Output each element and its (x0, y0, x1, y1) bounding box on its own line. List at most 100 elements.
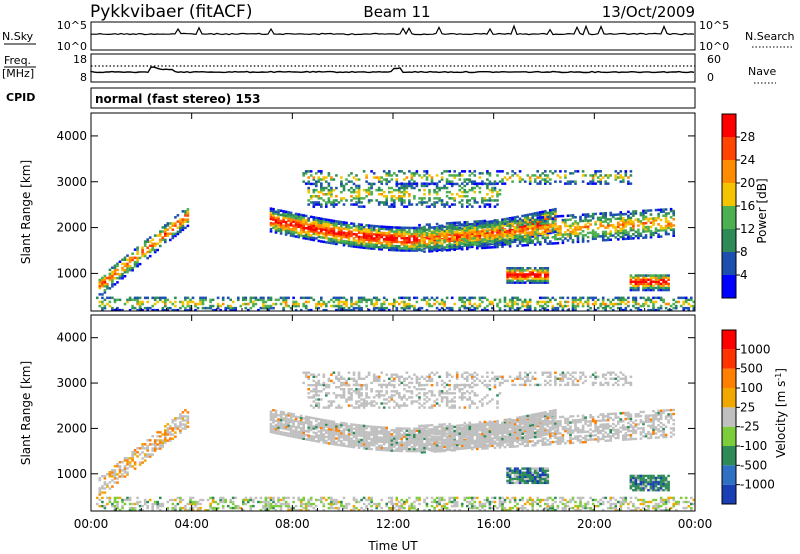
power-pix-cell (624, 298, 628, 302)
power-pix-cell (637, 228, 640, 231)
vel-pix-cell (398, 431, 401, 434)
power-pix-cell (662, 208, 665, 211)
vel-pix-cell (128, 465, 132, 468)
vel-pix-cell (350, 427, 353, 430)
vel-pix-cell (284, 417, 288, 421)
power-pix-cell (617, 233, 620, 237)
power-pix-cell (362, 244, 366, 247)
power-pix-cell (309, 236, 313, 239)
power-pix-cell (493, 239, 497, 243)
power-pix-cell (375, 239, 378, 242)
power-pix-cell (390, 242, 394, 246)
power-pix-cell (194, 302, 197, 306)
power-pix-cell (554, 306, 557, 310)
power-pix-cell (443, 302, 446, 306)
vel-pix-cell (337, 425, 341, 428)
power-pix-cell (128, 298, 132, 302)
power-pix-cell (345, 227, 348, 231)
power-pix-cell (639, 278, 643, 281)
power-pix-cell (654, 208, 658, 212)
power-pix-cell (435, 239, 439, 242)
power-pix-cell (546, 180, 550, 183)
power-pix-cell (330, 298, 333, 302)
vel-pix-cell (274, 429, 278, 433)
vel-pix-cell (400, 441, 404, 444)
power-pix-cell (360, 231, 363, 235)
power-pix-cell (309, 296, 313, 300)
power-pix-cell (330, 186, 333, 190)
power-pix-cell (418, 241, 421, 244)
power-pix-cell (471, 230, 474, 234)
power-pix-cell (460, 195, 464, 198)
power-pix-cell (380, 248, 383, 251)
power-pix-cell (471, 205, 474, 208)
power-pix-cell (101, 276, 104, 280)
power-pix-cell (581, 238, 585, 241)
power-pix-cell (468, 224, 472, 228)
power-pix-cell (662, 214, 665, 217)
power-pix-cell (460, 203, 464, 206)
power-pix-cell (325, 205, 328, 208)
power-pix-cell (146, 250, 149, 254)
power-pix-cell (622, 300, 625, 304)
power-pix-cell (511, 273, 514, 276)
power-pix-cell (433, 302, 436, 306)
power-pix-cell (581, 213, 585, 216)
vel-pix-cell (169, 427, 172, 430)
power-pix-cell (435, 233, 439, 236)
power-pix-cell (539, 279, 542, 282)
power-pix-cell (138, 302, 142, 306)
power-pix-cell (523, 239, 527, 243)
power-pix-cell (377, 298, 381, 302)
power-pix-cell (478, 242, 482, 246)
power-pix-cell (413, 237, 416, 240)
power-pix-cell (629, 212, 633, 215)
vel-pix-cell (483, 442, 487, 445)
vel-pix-cell (297, 434, 300, 437)
power-pix-cell (398, 199, 401, 202)
power-pix-cell (438, 188, 441, 192)
vel-pix-cell (440, 443, 444, 446)
power-pix-cell (637, 236, 640, 240)
power-pix-cell (304, 235, 308, 238)
power-pix-cell (423, 182, 426, 185)
power-pix-cell (357, 184, 361, 188)
vel-pix-cell (272, 419, 275, 422)
power-pix-cell (191, 296, 195, 300)
power-pix-cell (657, 212, 660, 216)
power-pix-cell (471, 237, 474, 240)
power-pix-cell (561, 308, 565, 312)
power-pix-cell (199, 300, 202, 304)
power-pix-cell (523, 308, 527, 312)
power-pix-cell (664, 276, 668, 279)
power-pix-cell (186, 308, 190, 312)
power-pix-cell (632, 296, 635, 300)
power-pix-cell (390, 246, 394, 250)
power-pix-cell (186, 208, 190, 211)
power-pix-cell (428, 223, 431, 226)
power-pix-cell (141, 246, 144, 249)
power-pix-cell (403, 205, 406, 208)
power-pix-cell (398, 247, 401, 250)
power-pix-cell (554, 215, 557, 218)
power-pix-cell (297, 302, 300, 306)
vel-pix-cell (405, 445, 409, 449)
power-pix-cell (390, 302, 394, 306)
vel-pix-cell (121, 473, 124, 476)
power-pix-cell (445, 180, 449, 183)
vel-pix-cell (304, 417, 308, 421)
power-pix-cell (642, 215, 645, 219)
power-pix-cell (312, 236, 316, 240)
vel-pix-cell (370, 431, 373, 434)
vel-pix-cell (279, 412, 283, 415)
power-pix-cell (637, 234, 640, 238)
power-pix-cell (302, 228, 305, 232)
power-pix-cell (116, 272, 119, 276)
power-pix-cell (277, 215, 280, 218)
power-pix-cell (327, 241, 331, 244)
vel-pix-cell (410, 431, 414, 434)
power-pix-cell (166, 298, 170, 302)
power-pix-cell (136, 302, 139, 306)
power-pix-cell (367, 228, 371, 231)
power-pix-cell (272, 207, 275, 211)
